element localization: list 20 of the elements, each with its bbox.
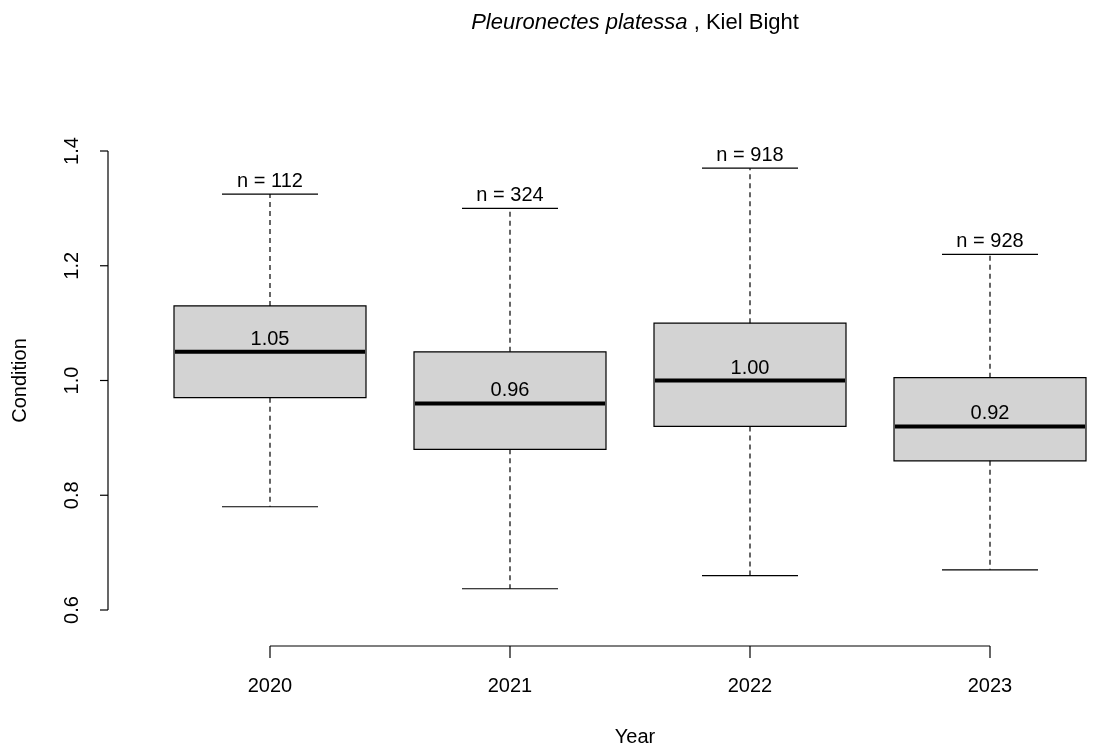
x-tick-label: 2021 xyxy=(487,673,533,696)
x-tick-label: 2022 xyxy=(727,673,773,696)
annotation: 1.05 xyxy=(250,326,290,349)
x-tick-label: 2020 xyxy=(247,673,293,696)
y-tick-label: 1.2 xyxy=(59,251,82,280)
annotation: 0.92 xyxy=(970,401,1010,424)
annotation: 0.96 xyxy=(490,378,530,401)
y-tick-label: 1.4 xyxy=(59,137,82,165)
annotation: n = 112 xyxy=(237,169,303,192)
y-tick-label: 0.8 xyxy=(59,481,82,510)
annotation: 1.00 xyxy=(730,355,770,378)
x-axis-title: Year xyxy=(614,724,656,747)
y-axis-title: Condition xyxy=(7,338,30,423)
x-tick-label: 2023 xyxy=(967,673,1013,696)
chart-title: Pleuronectes platessa , Kiel Bight xyxy=(470,9,800,35)
y-tick-label: 1.0 xyxy=(59,366,82,395)
y-tick-label: 0.6 xyxy=(59,596,82,624)
annotation: n = 324 xyxy=(476,183,544,206)
annotation: n = 928 xyxy=(956,229,1024,252)
annotation: n = 918 xyxy=(716,143,784,166)
